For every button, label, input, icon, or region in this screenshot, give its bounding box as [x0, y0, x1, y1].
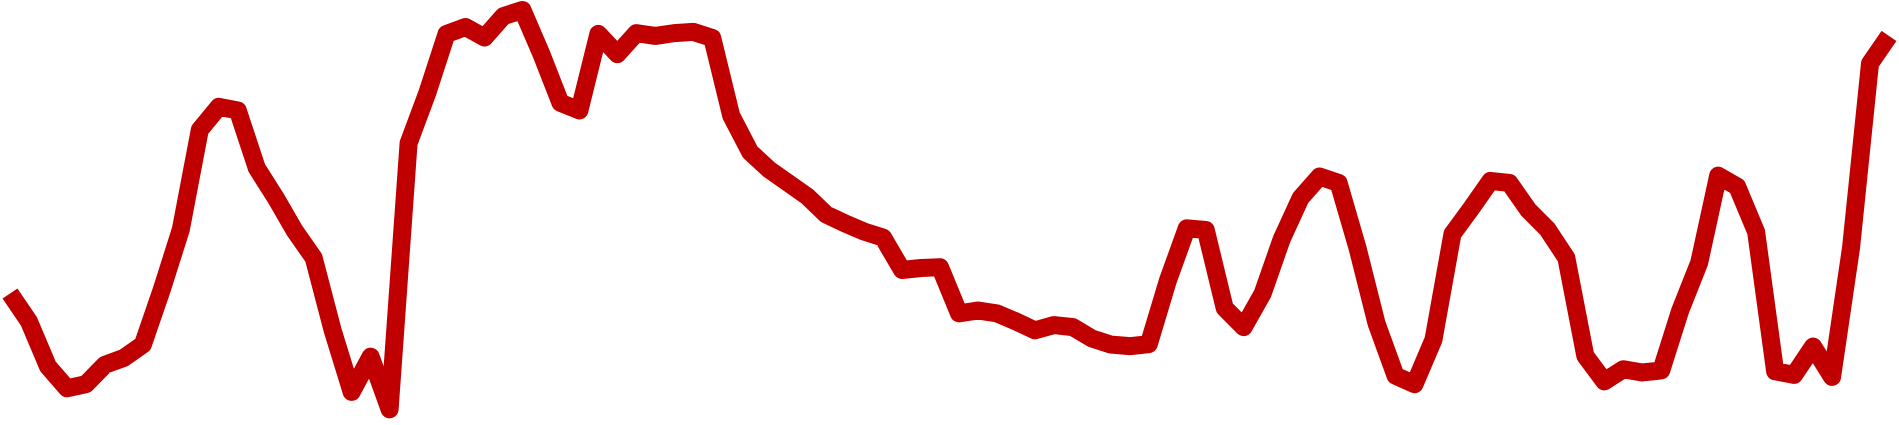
series-layer — [2, 1, 1897, 419]
line-chart — [2, 1, 1897, 419]
series-line — [2, 1, 1897, 419]
